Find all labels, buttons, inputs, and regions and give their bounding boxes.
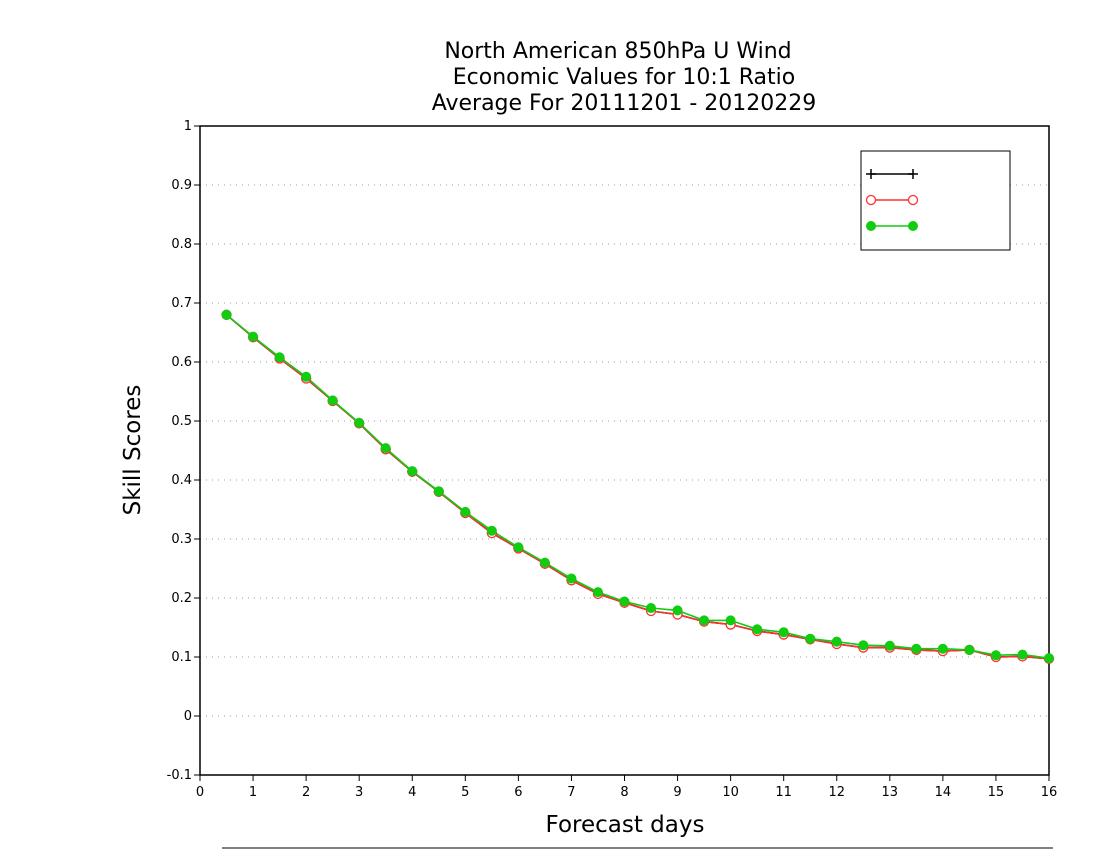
x-tick-label: 2 bbox=[302, 785, 310, 800]
data-point-filled-circle bbox=[354, 417, 365, 428]
y-tick-label: 0.6 bbox=[171, 355, 192, 370]
y-tick-label: 0.3 bbox=[171, 532, 192, 547]
series-lines bbox=[225, 314, 1050, 660]
x-tick-label: 14 bbox=[935, 785, 952, 800]
x-tick-label: 3 bbox=[355, 785, 363, 800]
data-point-filled-circle bbox=[513, 542, 524, 553]
y-tick-label: 0.1 bbox=[171, 650, 192, 665]
y-tick-labels: -0.1 0 0.1 0.2 0.3 0.4 0.5 0.6 0.7 0.8 0.9 1 bbox=[167, 119, 192, 783]
x-tick-label: 10 bbox=[722, 785, 739, 800]
x-tick-label: 11 bbox=[775, 785, 792, 800]
y-tick-label: 0.4 bbox=[171, 473, 192, 488]
data-point-filled-circle bbox=[301, 371, 312, 382]
data-point-filled-circle bbox=[908, 221, 918, 231]
legend-items bbox=[865, 169, 919, 231]
x-tick-label: 12 bbox=[828, 785, 845, 800]
title-line-1: North American 850hPa U Wind bbox=[444, 39, 791, 64]
data-point-filled-circle bbox=[699, 615, 710, 626]
chart-title: North American 850hPa U Wind Economic Va… bbox=[432, 39, 817, 116]
axis-ticks bbox=[194, 125, 1050, 781]
data-point-open-circle bbox=[907, 194, 919, 206]
y-tick-label: 0 bbox=[184, 709, 192, 724]
data-point-filled-circle bbox=[858, 640, 869, 651]
y-tick-label: 0.8 bbox=[171, 237, 192, 252]
x-tick-label: 15 bbox=[988, 785, 1005, 800]
x-tick-label: 7 bbox=[567, 785, 575, 800]
series-markers bbox=[221, 309, 1055, 664]
data-point-filled-circle bbox=[752, 624, 763, 635]
y-axis-title: Skill Scores bbox=[120, 385, 146, 516]
data-point-filled-circle bbox=[221, 309, 232, 320]
legend bbox=[860, 150, 1011, 251]
data-point-filled-circle bbox=[407, 466, 418, 477]
title-line-3: Average For 20111201 - 20120229 bbox=[432, 91, 817, 116]
x-tick-label: 9 bbox=[673, 785, 681, 800]
y-tick-label: -0.1 bbox=[167, 768, 192, 783]
y-tick-label: 1 bbox=[184, 119, 192, 134]
data-point-filled-circle bbox=[884, 640, 895, 651]
x-tick-label: 5 bbox=[461, 785, 469, 800]
data-point-filled-circle bbox=[1044, 653, 1054, 664]
data-point-filled-circle bbox=[911, 643, 922, 654]
y-tick-label: 0.9 bbox=[171, 178, 192, 193]
data-point-open-circle bbox=[865, 194, 877, 206]
data-point-filled-circle bbox=[433, 486, 444, 497]
data-point-filled-circle bbox=[539, 557, 550, 568]
x-tick-labels: 0 1 2 3 4 5 6 7 8 9 10 11 12 13 14 15 16 bbox=[196, 785, 1057, 800]
y-tick-label: 0.5 bbox=[171, 414, 192, 429]
y-tick-label: 0.7 bbox=[171, 296, 192, 311]
data-point-filled-circle bbox=[566, 573, 577, 584]
data-point-filled-circle bbox=[990, 650, 1001, 661]
x-tick-label: 0 bbox=[196, 785, 204, 800]
data-point-filled-circle bbox=[486, 525, 497, 536]
title-line-2: Economic Values for 10:1 Ratio bbox=[453, 65, 795, 90]
data-point-filled-circle bbox=[831, 636, 842, 647]
series-line-2 bbox=[225, 314, 1050, 660]
x-tick-label: 6 bbox=[514, 785, 522, 800]
data-point-filled-circle bbox=[274, 352, 285, 363]
data-point-filled-circle bbox=[964, 644, 975, 655]
data-point-filled-circle bbox=[725, 615, 736, 626]
x-tick-label: 16 bbox=[1041, 785, 1058, 800]
data-point-filled-circle bbox=[805, 633, 816, 644]
data-point-filled-circle bbox=[672, 605, 683, 616]
x-tick-label: 1 bbox=[249, 785, 257, 800]
grid-lines bbox=[200, 184, 1049, 717]
data-point-filled-circle bbox=[327, 395, 338, 406]
legend-box bbox=[860, 150, 1011, 251]
data-point-filled-circle bbox=[646, 603, 657, 614]
x-tick-label: 4 bbox=[408, 785, 416, 800]
data-point-filled-circle bbox=[592, 587, 603, 598]
data-point-filled-circle bbox=[380, 443, 391, 454]
data-point-filled-circle bbox=[1017, 649, 1028, 660]
data-point-filled-circle bbox=[460, 506, 471, 517]
data-point-filled-circle bbox=[937, 643, 948, 654]
data-point-filled-circle bbox=[619, 596, 630, 607]
x-tick-label: 13 bbox=[882, 785, 899, 800]
data-point-filled-circle bbox=[866, 221, 876, 231]
y-tick-label: 0.2 bbox=[171, 591, 192, 606]
x-axis-title: Forecast days bbox=[546, 812, 705, 838]
data-point-filled-circle bbox=[248, 331, 259, 342]
x-tick-label: 8 bbox=[620, 785, 628, 800]
data-point-filled-circle bbox=[778, 627, 789, 638]
